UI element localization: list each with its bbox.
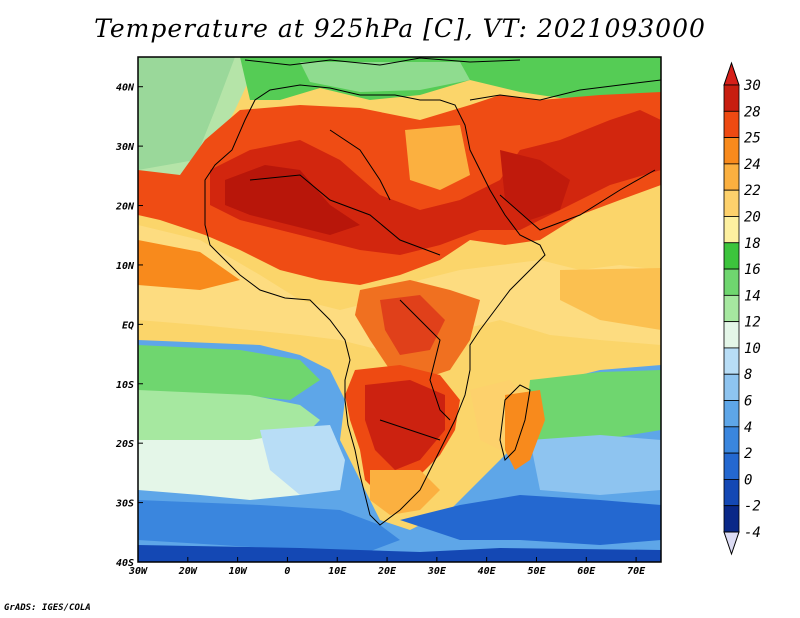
lon-tick-label: 50E — [527, 566, 546, 577]
colorbar-swatch — [723, 505, 740, 533]
map-frame — [137, 56, 662, 563]
lon-tick-label: 70E — [627, 566, 646, 577]
colorbar-bottom-arrow — [723, 531, 740, 556]
lon-tick-label: 40E — [478, 566, 497, 577]
longitude-axis: 30W 20W 10W 0 10E 20E 30E 40E 50E 60E 70E — [128, 557, 646, 577]
lon-tick-label: 20W — [178, 566, 198, 577]
colorbar-label: 28 — [744, 104, 761, 120]
colorbar-swatch — [723, 294, 740, 323]
colorbar-label: 25 — [744, 131, 761, 147]
lat-tick-label: 40S — [116, 558, 134, 569]
colorbar-swatch — [723, 163, 740, 191]
lat-tick-label: 20S — [115, 439, 134, 450]
lat-tick-label: EQ — [122, 320, 134, 331]
colorbar-label: 6 — [744, 394, 752, 410]
colorbar-swatch — [723, 268, 740, 296]
colorbar-label: 4 — [744, 420, 752, 436]
lat-tick-label: 30N — [115, 142, 135, 153]
colorbar-label: 24 — [744, 157, 761, 173]
lon-tick-label: 10W — [229, 566, 248, 577]
colorbar-swatch — [723, 373, 740, 401]
colorbar-swatch — [723, 479, 740, 507]
lat-tick-label: 10S — [116, 380, 134, 391]
colorbar-swatch — [723, 137, 740, 165]
colorbar-label: -4 — [744, 525, 761, 541]
lon-tick-label: 10E — [328, 566, 347, 577]
colorbar-swatch — [723, 216, 740, 244]
colorbar-label: 16 — [744, 262, 761, 278]
colorbar-swatch — [723, 321, 740, 349]
colorbar-swatch — [723, 452, 740, 480]
colorbar-label: 12 — [744, 315, 761, 331]
colorbar-label: 2 — [744, 446, 752, 462]
temperature-field — [138, 57, 661, 562]
coastlines — [204, 57, 661, 526]
lon-tick-label: 60E — [577, 566, 596, 577]
colorbar-swatch — [723, 189, 740, 217]
colorbar-swatch — [723, 347, 740, 375]
colorbar-label: 10 — [744, 341, 761, 357]
lon-tick-label: 0 — [284, 566, 290, 577]
lat-tick-label: 10N — [116, 261, 135, 272]
colorbar-label: 22 — [744, 183, 761, 199]
colorbar-label: 18 — [744, 236, 761, 252]
colorbar-label: 30 — [743, 78, 761, 94]
colorbar-label: 14 — [744, 288, 761, 304]
colorbar-label: -2 — [744, 499, 761, 515]
lat-tick-label: 20N — [115, 202, 135, 213]
colorbar-label: 8 — [744, 367, 752, 383]
colorbar-swatch — [723, 242, 740, 270]
lat-tick-label: 40N — [116, 83, 135, 94]
plot-title: Temperature at 925hPa [C], VT: 202109300… — [94, 14, 706, 43]
lon-tick-label: 30E — [427, 566, 447, 577]
colorbar-swatch — [723, 84, 740, 112]
colorbar-top-arrow — [723, 61, 740, 86]
lon-tick-label: 20E — [377, 566, 397, 577]
colorbar-label: 0 — [744, 472, 752, 488]
grads-credit: GrADS: IGES/COLA — [4, 603, 91, 613]
latitude-axis: 40N 30N 20N 10N EQ 10S 20S 30S 40S — [115, 83, 143, 569]
lon-tick-label: 30W — [128, 566, 148, 577]
colorbar-swatch — [723, 110, 740, 138]
colorbar-label: 20 — [744, 209, 761, 225]
colorbar-swatch — [723, 400, 740, 428]
lat-tick-label: 30S — [115, 499, 134, 510]
colorbar-swatch — [723, 426, 740, 454]
